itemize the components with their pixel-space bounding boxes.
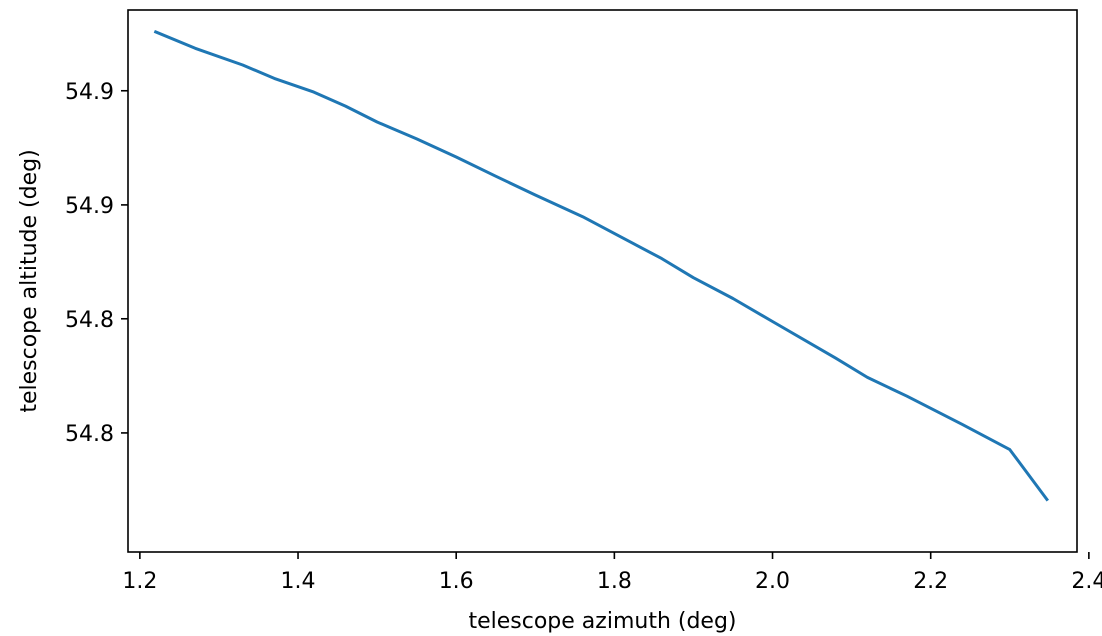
y-axis-ticks: 54.9 54.9 54.8 54.8 <box>65 80 128 447</box>
x-tick-label: 1.4 <box>281 569 316 594</box>
x-axis-label: telescope azimuth (deg) <box>468 609 736 634</box>
y-tick-label: 54.8 <box>65 308 114 333</box>
x-axis-ticks: 1.2 1.4 1.6 1.8 2.0 2.2 2.4 <box>122 552 1102 594</box>
x-tick-label: 2.4 <box>1071 569 1102 594</box>
x-tick-label: 1.8 <box>597 569 632 594</box>
y-tick-label: 54.8 <box>65 422 114 447</box>
plot-area-background <box>128 10 1077 552</box>
series-group <box>153 29 1049 502</box>
x-tick-label: 1.6 <box>439 569 474 594</box>
x-tick-label: 1.2 <box>122 569 157 594</box>
x-tick-label: 2.2 <box>913 569 948 594</box>
series-line <box>153 29 1049 502</box>
x-tick-label: 2.0 <box>755 569 790 594</box>
y-tick-label: 54.9 <box>65 194 114 219</box>
y-tick-label: 54.9 <box>65 80 114 105</box>
plot-frame <box>127 9 1078 553</box>
y-axis-label: telescope altitude (deg) <box>17 149 42 412</box>
